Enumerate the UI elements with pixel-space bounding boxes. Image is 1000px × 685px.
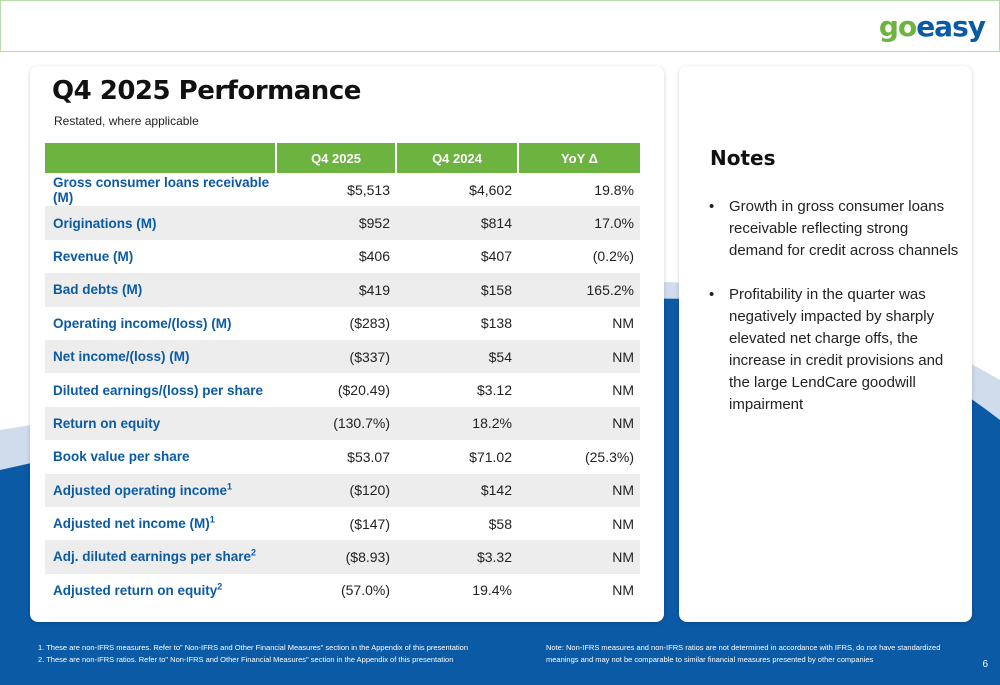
- value-yoy: NM: [612, 315, 634, 332]
- value-q4-2025: ($20.49): [337, 382, 390, 399]
- note-item: Profitability in the quarter was negativ…: [709, 284, 959, 416]
- row-label: Originations (M): [45, 206, 276, 240]
- value-q4-2025: $53.07: [347, 448, 390, 465]
- table-row: Bad debts (M) $419 $158 165.2%: [45, 273, 640, 307]
- row-label: Adjusted return on equity2: [53, 581, 223, 598]
- value-yoy: NM: [612, 382, 634, 399]
- table-row: Revenue (M) $406 $407 (0.2%): [45, 240, 640, 273]
- value-q4-2025: ($8.93): [276, 540, 396, 574]
- row-label: Adjusted operating income1: [45, 473, 276, 507]
- value-yoy: NM: [612, 515, 634, 532]
- value-yoy: (25.3%): [584, 448, 634, 465]
- table-row: Diluted earnings/(loss) per share ($20.49…: [45, 373, 640, 406]
- value-yoy: NM: [518, 473, 640, 507]
- page-title: Q4 2025 Performance: [52, 76, 361, 106]
- value-q4-2024: $3.32: [396, 540, 518, 574]
- table-row: Adj. diluted earnings per share2 ($8.93) $…: [45, 540, 640, 574]
- value-yoy: (0.2%): [592, 248, 634, 265]
- note-item: Growth in gross consumer loans receivabl…: [709, 196, 959, 262]
- value-q4-2025: $5,513: [347, 181, 390, 198]
- goeasy-logo: goeasy: [878, 10, 986, 43]
- header-yoy: YoY Δ: [517, 143, 640, 173]
- table-header-row: Q4 2025 Q4 2024 YoY Δ: [45, 143, 640, 173]
- value-q4-2024: $71.02: [469, 448, 512, 465]
- row-label: Book value per share: [53, 449, 190, 465]
- performance-table: Q4 2025 Q4 2024 YoY Δ Gross consumer loa…: [45, 143, 640, 607]
- value-q4-2025: (57.0%): [340, 582, 390, 599]
- value-q4-2024: $142: [396, 473, 518, 507]
- value-yoy: NM: [518, 339, 640, 374]
- table-row: Adjusted return on equity2 (57.0%) 19.4% NM: [45, 574, 640, 607]
- value-q4-2025: (130.7%): [276, 406, 396, 441]
- value-yoy: 165.2%: [518, 273, 640, 307]
- row-label: Adjusted net income (M)1: [53, 514, 215, 532]
- value-q4-2024: $58: [488, 515, 512, 532]
- footnote-1: 1. These are non-IFRS measures. Refer to…: [38, 643, 468, 652]
- row-label: Operating income/(loss) (M): [53, 315, 232, 331]
- value-q4-2024: $814: [396, 206, 518, 240]
- row-label: Bad debts (M): [45, 273, 276, 307]
- table-row: Return on equity (130.7%) 18.2% NM: [45, 406, 640, 441]
- table-row: Net income/(loss) (M) ($337) $54 NM: [45, 339, 640, 374]
- header-bar: goeasy: [0, 0, 1000, 52]
- value-q4-2025: ($283): [349, 315, 390, 332]
- value-q4-2024: $158: [396, 273, 518, 307]
- header-q4-2024: Q4 2024: [395, 143, 518, 173]
- table-row: Gross consumer loans receivable (M) $5,51…: [45, 173, 640, 206]
- row-label: Adj. diluted earnings per share2: [45, 540, 276, 574]
- row-label: Return on equity: [45, 406, 276, 441]
- value-q4-2025: ($337): [276, 339, 396, 374]
- value-q4-2025: ($120): [276, 473, 396, 507]
- value-q4-2024: $3.12: [476, 382, 512, 399]
- header-q4-2025: Q4 2025: [275, 143, 396, 173]
- table-row: Originations (M) $952 $814 17.0%: [45, 206, 640, 240]
- table-row: Adjusted net income (M)1 ($147) $58 NM: [45, 507, 640, 540]
- table-row: Book value per share $53.07 $71.02 (25.3%): [45, 440, 640, 473]
- value-q4-2025: ($147): [349, 515, 390, 532]
- row-label: Diluted earnings/(loss) per share: [53, 382, 264, 398]
- value-yoy: NM: [518, 406, 640, 441]
- page-subtitle: Restated, where applicable: [54, 114, 199, 128]
- value-yoy: NM: [612, 582, 634, 599]
- notes-list: Growth in gross consumer loans receivabl…: [709, 196, 959, 438]
- footnotes: 1. These are non-IFRS measures. Refer to…: [38, 642, 468, 666]
- value-q4-2024: $407: [480, 248, 512, 265]
- value-q4-2024: $54: [396, 339, 518, 374]
- value-q4-2025: $406: [358, 248, 390, 265]
- row-label: Gross consumer loans receivable (M): [53, 174, 270, 205]
- header-metric: [45, 143, 276, 173]
- value-q4-2025: $952: [276, 206, 396, 240]
- footnote-2: 2. These are non-IFRS ratios. Refer to" …: [38, 655, 454, 664]
- value-yoy: 19.8%: [594, 181, 634, 198]
- value-q4-2025: $419: [276, 273, 396, 307]
- table-row: Adjusted operating income1 ($120) $142 NM: [45, 473, 640, 507]
- value-q4-2024: $138: [480, 315, 512, 332]
- value-yoy: 17.0%: [518, 206, 640, 240]
- performance-card: Q4 2025 Performance Restated, where appl…: [30, 66, 664, 622]
- value-q4-2024: 19.4%: [472, 582, 512, 599]
- table-row: Operating income/(loss) (M) ($283) $138 NM: [45, 307, 640, 340]
- value-q4-2024: 18.2%: [396, 406, 518, 441]
- row-label: Revenue (M): [53, 248, 134, 264]
- notes-card: Notes Growth in gross consumer loans rec…: [679, 66, 972, 622]
- disclaimer-note: Note: Non-IFRS measures and non-IFRS rat…: [546, 643, 941, 664]
- row-label: Net income/(loss) (M): [45, 339, 276, 374]
- notes-title: Notes: [710, 146, 776, 170]
- value-yoy: NM: [518, 540, 640, 574]
- page-number: 6: [982, 659, 988, 670]
- value-q4-2024: $4,602: [469, 181, 512, 198]
